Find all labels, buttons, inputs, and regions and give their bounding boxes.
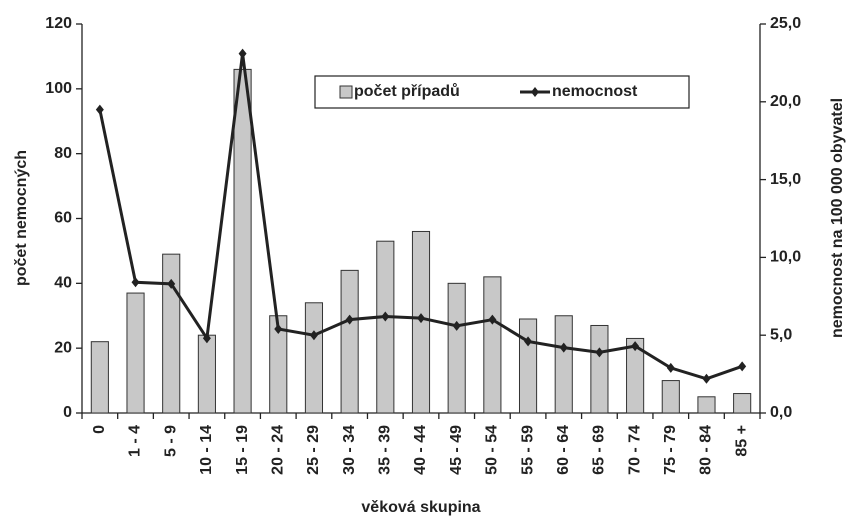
marker [131, 277, 140, 288]
marker [524, 336, 533, 347]
y-tick-label: 60 [54, 210, 72, 227]
x-tick-label: 70 - 74 [626, 425, 643, 475]
y2-tick-label: 25,0 [770, 15, 801, 32]
marker [559, 342, 568, 353]
bar [483, 276, 502, 414]
legend-marker [531, 87, 539, 97]
x-tick-label: 1 - 4 [127, 425, 144, 457]
x-tick-label: 85 + [733, 425, 750, 457]
bar [269, 315, 288, 414]
marker [202, 333, 211, 344]
marker [488, 314, 497, 325]
bar [197, 334, 216, 414]
legend-swatch [339, 85, 353, 99]
bar [233, 68, 252, 414]
x-tick-label: 0 [91, 425, 108, 434]
x-tick-label: 50 - 54 [484, 425, 501, 475]
bar [697, 396, 716, 414]
y2-axis-label: nemocnost na 100 000 obyvatel [829, 98, 846, 338]
bar [447, 282, 466, 414]
y-tick-label: 20 [54, 339, 72, 356]
x-tick-label: 10 - 14 [198, 425, 215, 475]
bar [733, 393, 752, 414]
x-tick-label: 30 - 34 [341, 425, 358, 475]
marker [345, 314, 354, 325]
x-tick-label: 40 - 44 [412, 425, 429, 475]
legend-box [314, 75, 690, 109]
marker [167, 278, 176, 289]
bar [376, 240, 395, 414]
marker [417, 313, 425, 324]
x-tick-label: 65 - 69 [591, 425, 608, 475]
bar [554, 315, 573, 414]
x-tick-label: 20 - 24 [269, 425, 286, 475]
y-tick-label: 120 [45, 15, 72, 32]
legend-label: počet případů [354, 83, 460, 100]
marker [95, 104, 104, 115]
bar [626, 337, 645, 414]
x-tick-label: 25 - 29 [305, 425, 322, 475]
marker [631, 341, 640, 352]
x-tick-label: 15 - 19 [234, 425, 251, 475]
x-tick-label: 35 - 39 [377, 425, 394, 475]
bar [661, 380, 680, 414]
bar [162, 253, 181, 414]
bar [90, 341, 109, 414]
y-tick-label: 40 [54, 275, 72, 292]
y-tick-label: 80 [54, 145, 72, 162]
y-tick-label: 0 [63, 404, 72, 421]
legend-label: nemocnost [552, 83, 638, 100]
marker [274, 323, 283, 334]
x-tick-label: 5 - 9 [162, 425, 179, 457]
y2-tick-label: 0,0 [770, 404, 792, 421]
x-axis-label: věková skupina [361, 499, 480, 516]
x-tick-label: 80 - 84 [698, 425, 715, 475]
x-tick-label: 75 - 79 [662, 425, 679, 475]
bar [590, 324, 609, 414]
y2-tick-label: 15,0 [770, 171, 801, 188]
bar [518, 318, 538, 414]
x-tick-label: 55 - 59 [519, 425, 536, 475]
y2-tick-label: 5,0 [770, 326, 792, 343]
marker [309, 330, 318, 341]
marker [595, 347, 604, 358]
bar [340, 269, 359, 414]
y2-tick-label: 10,0 [770, 249, 801, 266]
y-tick-label: 100 [45, 80, 72, 97]
marker [738, 361, 747, 372]
marker [452, 320, 461, 331]
bar [126, 292, 145, 414]
x-tick-label: 60 - 64 [555, 425, 572, 475]
marker [666, 362, 675, 373]
x-tick-label: 45 - 49 [448, 425, 465, 475]
y-axis-label: počet nemocných [13, 150, 30, 286]
y2-tick-label: 20,0 [770, 93, 801, 110]
marker [702, 373, 711, 384]
marker [381, 311, 390, 322]
bar [304, 302, 324, 414]
marker [238, 48, 247, 59]
